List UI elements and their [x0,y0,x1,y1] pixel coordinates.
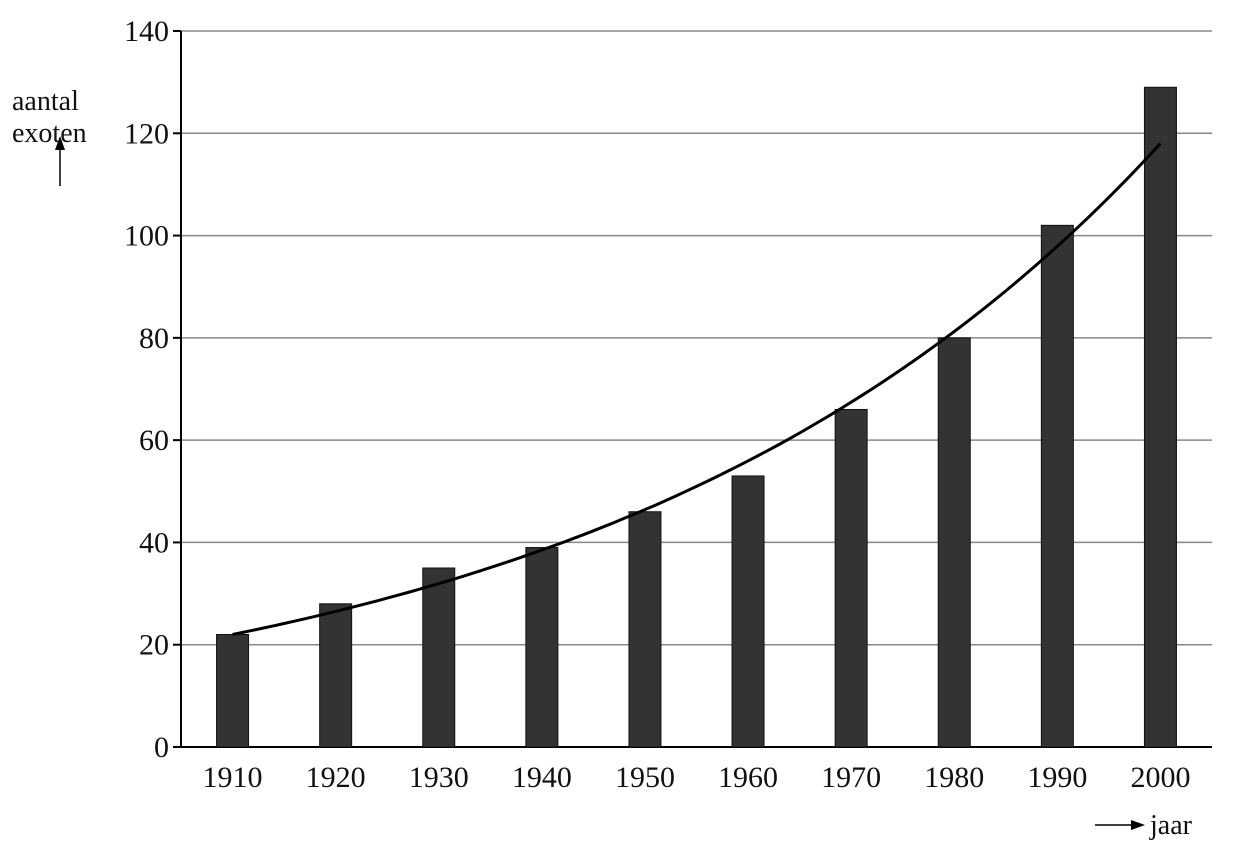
y-tick-label: 140 [124,15,169,48]
x-tick-label: 2000 [1130,761,1190,794]
bar-1930 [422,567,456,748]
x-axis-arrowhead [1131,820,1145,830]
x-tick-label: 1930 [409,761,469,794]
bar-1980 [937,337,971,748]
x-tick-label: 1910 [203,761,263,794]
y-tick-label: 0 [154,731,169,764]
y-tick-label: 40 [139,526,169,559]
bar-2000 [1143,86,1177,748]
bar-1910 [216,633,250,748]
x-tick-label: 1960 [718,761,778,794]
x-tick-label: 1920 [306,761,366,794]
bar-1960 [731,475,765,748]
bar-1920 [319,603,353,748]
y-axis-label: aantal exoten [12,86,112,150]
y-tick-label: 60 [139,424,169,457]
x-tick-label: 1970 [821,761,881,794]
y-axis-label-text: aantal exoten [12,86,87,149]
bar-1970 [834,408,868,748]
trendline [232,142,1162,636]
y-tick-label: 80 [139,322,169,355]
x-tick-label: 1990 [1027,761,1087,794]
y-axis-arrowhead [55,136,65,150]
bar-1950 [628,511,662,748]
x-axis-label: jaar [1150,810,1192,841]
bar-1990 [1040,224,1074,748]
bar-1940 [525,547,559,748]
y-tick-label: 120 [124,117,169,150]
x-tick-label: 1980 [924,761,984,794]
x-tick-label: 1940 [512,761,572,794]
y-tick-label: 100 [124,220,169,253]
y-tick-label: 20 [139,629,169,662]
x-tick-label: 1950 [615,761,675,794]
